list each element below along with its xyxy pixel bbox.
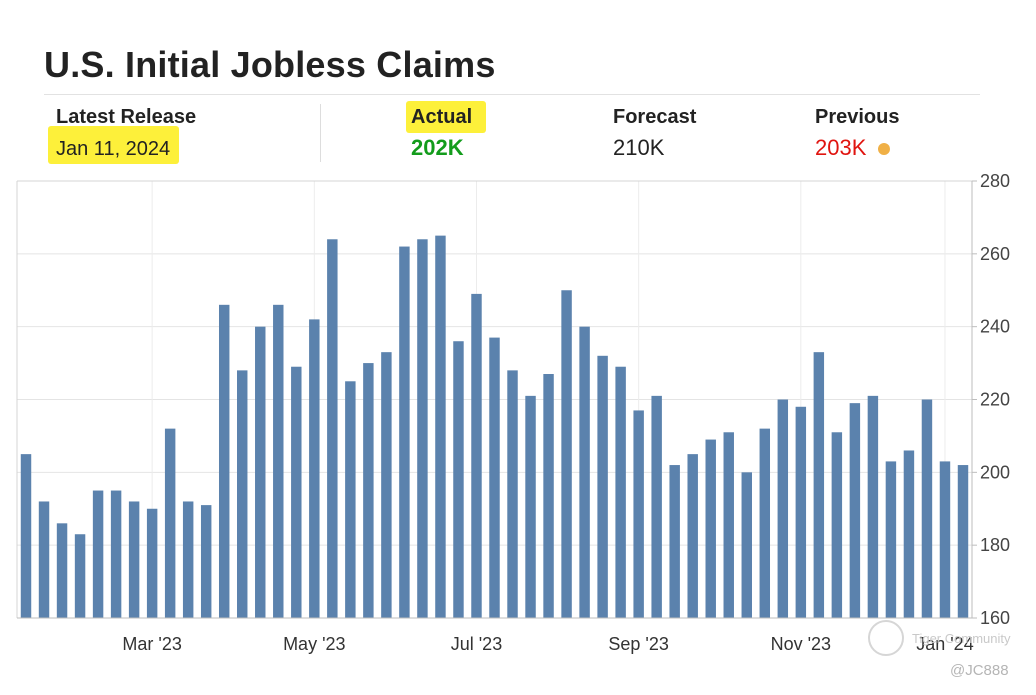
bar	[885, 461, 897, 618]
highlight-latest-release	[48, 126, 179, 164]
bar	[255, 326, 266, 618]
bar	[345, 381, 356, 618]
y-tick-label: 280	[980, 171, 1010, 191]
author-handle: @JC888	[950, 662, 1009, 679]
bar	[327, 239, 338, 618]
previous-label: Previous	[815, 106, 900, 128]
y-tick-label: 200	[980, 462, 1010, 482]
bar	[633, 410, 644, 618]
previous-indicator-dot-icon	[878, 143, 890, 155]
bar	[273, 304, 284, 618]
x-tick-label: Mar '23	[122, 634, 181, 654]
bar	[381, 352, 392, 618]
bar	[417, 239, 428, 618]
bar	[849, 403, 861, 618]
bar	[363, 363, 374, 618]
bar	[777, 399, 789, 618]
highlight-actual-label	[406, 101, 486, 133]
stats-divider	[320, 104, 321, 162]
bar	[759, 428, 771, 618]
forecast-value: 210K	[613, 135, 665, 160]
bar	[309, 319, 320, 618]
bar	[20, 454, 32, 619]
watermark-text: Tiger Community	[912, 631, 1011, 646]
bar	[705, 439, 716, 618]
latest-release-label: Latest Release	[56, 106, 197, 128]
previous-value: 203K	[815, 135, 867, 160]
y-tick-label: 260	[980, 244, 1010, 264]
bar	[939, 461, 951, 618]
bar	[489, 337, 500, 618]
bar	[903, 450, 915, 618]
y-tick-label: 180	[980, 535, 1010, 555]
bar	[218, 304, 230, 618]
bar	[435, 235, 446, 619]
x-axis-ticks: Mar '23 May '23 Jul '23 Sep '23 Nov '23 Jan '…	[122, 634, 973, 654]
bar	[146, 508, 158, 618]
bar	[164, 428, 176, 618]
bar	[291, 366, 302, 618]
bar	[957, 465, 969, 618]
bar	[669, 465, 680, 618]
bar	[200, 505, 212, 618]
chart-title: U.S. Initial Jobless Claims	[44, 44, 496, 85]
bar	[723, 432, 734, 618]
y-tick-label: 160	[980, 608, 1010, 628]
bar	[867, 395, 879, 618]
bar	[687, 454, 698, 619]
chart-bars	[20, 235, 969, 619]
bar	[128, 501, 140, 618]
bar	[831, 432, 843, 618]
bar	[561, 290, 572, 618]
bar	[615, 366, 626, 618]
x-tick-label: Jan '24	[916, 634, 973, 654]
y-axis-ticks: 160 180 200 220 240 260 280	[980, 171, 1010, 628]
bar	[597, 355, 608, 618]
bar	[651, 395, 662, 618]
bar	[92, 490, 104, 618]
bar	[74, 534, 86, 618]
bar	[543, 374, 554, 618]
watermark-logo-icon	[868, 620, 904, 656]
bar	[182, 501, 194, 618]
bar	[795, 406, 807, 618]
y-tick-label: 220	[980, 390, 1010, 410]
bar	[813, 352, 825, 618]
bar	[399, 246, 410, 619]
bar	[507, 370, 518, 618]
bar	[525, 395, 536, 618]
bar	[56, 523, 68, 618]
x-tick-label: Jul '23	[451, 634, 502, 654]
bar	[921, 399, 933, 618]
bar	[237, 370, 248, 618]
forecast-label: Forecast	[613, 106, 697, 128]
y-tick-label: 240	[980, 317, 1010, 337]
bar	[741, 472, 752, 618]
bar	[453, 341, 464, 618]
bar	[579, 326, 590, 618]
latest-release-value: Jan 11, 2024	[56, 138, 171, 160]
title-divider	[44, 94, 980, 95]
bar	[110, 490, 122, 618]
bar	[38, 501, 50, 618]
actual-value: 202K	[411, 135, 464, 160]
bar	[471, 293, 482, 618]
x-tick-label: Sep '23	[608, 634, 669, 654]
x-tick-label: Nov '23	[771, 634, 831, 654]
x-tick-label: May '23	[283, 634, 345, 654]
actual-label: Actual	[411, 106, 473, 128]
chart-axes	[16, 180, 977, 619]
